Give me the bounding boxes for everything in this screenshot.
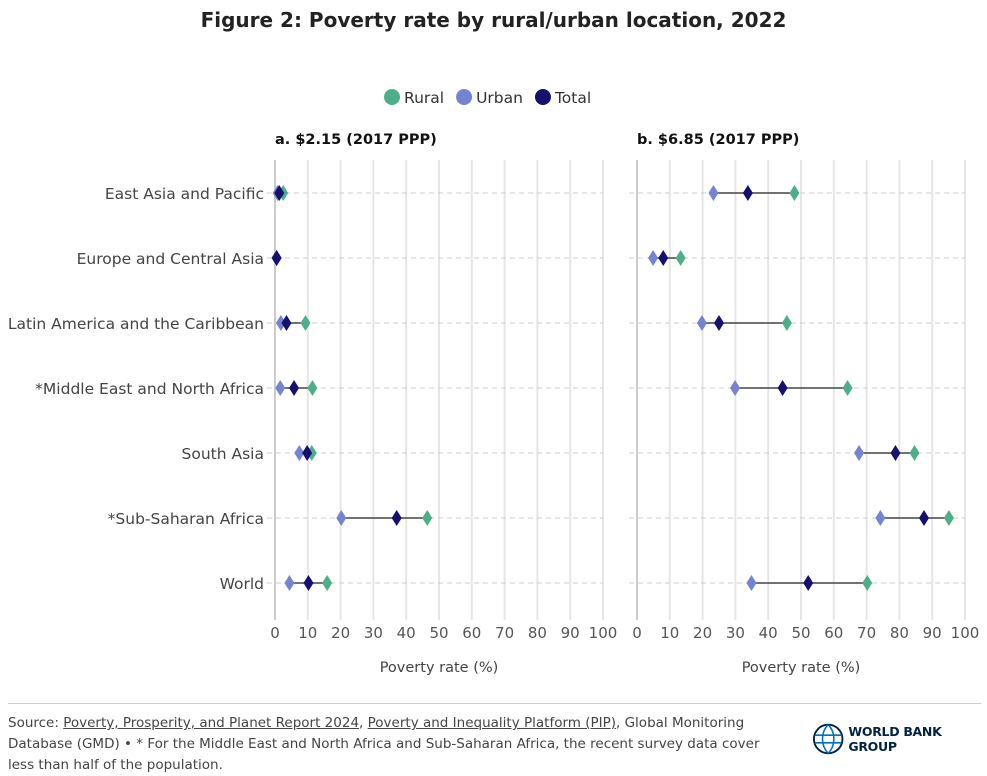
data-point-urban: [875, 510, 886, 526]
data-point-rural: [842, 380, 853, 396]
x-tick-label: 60: [824, 624, 843, 642]
legend-label-total: Total: [554, 89, 591, 107]
data-point-urban: [854, 445, 865, 461]
legend-label-rural: Rural: [404, 89, 444, 107]
data-point-total: [302, 445, 313, 461]
x-tick-label: 70: [857, 624, 876, 642]
data-point-total: [803, 575, 814, 591]
data-point-urban: [746, 575, 757, 591]
panel-title: b. $6.85 (2017 PPP): [637, 132, 799, 148]
data-point-rural: [675, 250, 686, 266]
category-label: South Asia: [182, 445, 264, 463]
x-axis-label: Poverty rate (%): [380, 660, 499, 676]
x-tick-label: 10: [298, 624, 317, 642]
data-point-urban: [708, 185, 719, 201]
data-point-urban: [648, 250, 659, 266]
data-point-rural: [307, 380, 318, 396]
data-point-urban: [696, 315, 707, 331]
data-point-total: [289, 380, 300, 396]
dot-range-chart: Rural Urban Total a. $2.15 (2017 PPP) 0 10 20 3…: [8, 89, 980, 676]
data-point-rural: [943, 510, 954, 526]
data-point-rural: [789, 185, 800, 201]
logo-text: WORLD BANK GROUP: [848, 724, 942, 754]
data-point-urban: [275, 380, 286, 396]
chart-title: Figure 2: Poverty rate by rural/urban lo…: [200, 8, 787, 32]
category-label: *Middle East and North Africa: [35, 380, 264, 398]
panel-title: a. $2.15 (2017 PPP): [275, 132, 437, 148]
legend-label-urban: Urban: [476, 89, 523, 107]
x-tick-label: 0: [632, 624, 642, 642]
legend-marker-urban: [456, 89, 473, 105]
source-separator: ,: [359, 715, 368, 731]
x-tick-label: 90: [923, 624, 942, 642]
data-point-rural: [322, 575, 333, 591]
data-point-urban: [275, 315, 286, 331]
data-point-rural: [300, 315, 311, 331]
x-tick-label: 60: [462, 624, 481, 642]
x-tick-label: 30: [364, 624, 383, 642]
data-point-total: [890, 445, 901, 461]
data-point-rural: [862, 575, 873, 591]
data-point-urban: [336, 510, 347, 526]
data-point-total: [303, 575, 314, 591]
data-point-total: [919, 510, 929, 526]
category-label: *Sub-Saharan Africa: [108, 510, 264, 528]
data-point-total: [714, 315, 724, 331]
x-tick-label: 80: [890, 624, 909, 642]
source-prefix: Source:: [8, 715, 64, 731]
source-link-report[interactable]: Poverty, Prosperity, and Planet Report 2…: [63, 715, 360, 731]
category-label: Latin America and the Caribbean: [8, 315, 264, 333]
data-point-urban: [294, 445, 305, 461]
category-label: Europe and Central Asia: [77, 250, 264, 268]
data-point-rural: [909, 445, 920, 461]
x-tick-label: 50: [791, 624, 810, 642]
x-tick-label: 0: [270, 624, 280, 642]
data-point-total: [274, 185, 285, 201]
legend-marker-rural: [384, 89, 400, 105]
x-tick-label: 20: [331, 624, 350, 642]
data-point-total: [391, 510, 402, 526]
data-point-total: [658, 250, 669, 266]
data-point-urban: [730, 380, 741, 396]
data-point-total: [281, 315, 292, 331]
x-tick-label: 100: [589, 624, 618, 642]
source-note: Source: Poverty, Prosperity, and Planet …: [8, 713, 788, 776]
x-tick-label: 20: [693, 624, 712, 642]
x-tick-label: 10: [660, 624, 679, 642]
x-tick-label: 100: [951, 624, 980, 642]
data-point-total: [742, 185, 753, 201]
world-bank-logo: WORLD BANK GROUP: [812, 722, 987, 756]
x-tick-label: 90: [561, 624, 580, 642]
source-link-pip[interactable]: Poverty and Inequality Platform (PIP): [367, 715, 617, 731]
data-point-total: [777, 380, 788, 396]
x-tick-label: 70: [495, 624, 514, 642]
footer-divider: [8, 703, 981, 704]
globe-icon: [812, 723, 844, 755]
x-tick-label: 40: [397, 624, 416, 642]
data-point-total: [271, 250, 282, 266]
data-point-rural: [422, 510, 433, 526]
legend-marker-total: [534, 89, 551, 105]
x-tick-label: 50: [429, 624, 448, 642]
data-point-urban: [284, 575, 295, 591]
x-tick-label: 40: [759, 624, 778, 642]
x-axis-label: Poverty rate (%): [742, 660, 861, 676]
x-tick-label: 30: [726, 624, 745, 642]
category-label: World: [220, 575, 264, 593]
category-label: East Asia and Pacific: [105, 185, 264, 203]
x-tick-label: 80: [528, 624, 547, 642]
data-point-rural: [781, 315, 792, 331]
